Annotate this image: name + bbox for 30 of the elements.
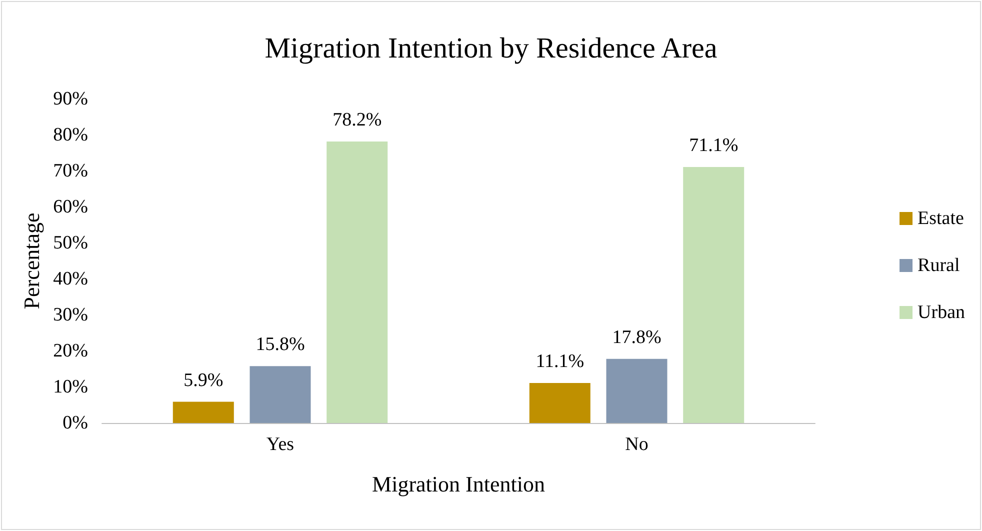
legend-label: Urban: [918, 302, 966, 323]
y-tick-label: 50%: [53, 232, 88, 254]
data-label: 17.8%: [612, 326, 662, 348]
y-axis-title: Percentage: [18, 212, 44, 310]
data-label: 15.8%: [256, 334, 305, 356]
bar: [529, 383, 590, 423]
y-tick-label: 80%: [53, 124, 88, 146]
bar: [250, 366, 311, 423]
legend-label: Estate: [918, 208, 964, 229]
legend-label: Rural: [918, 255, 960, 276]
y-tick-label: 70%: [53, 160, 88, 182]
y-tick-label: 60%: [53, 196, 88, 218]
y-tick-label: 10%: [53, 376, 88, 398]
bar: [606, 358, 668, 423]
y-tick-label: 0%: [62, 412, 88, 434]
data-label: 78.2%: [332, 109, 382, 130]
bar: [172, 402, 234, 423]
y-tick-label: 90%: [53, 88, 88, 110]
y-tick-label: 20%: [53, 340, 88, 362]
y-tick-label: 30%: [53, 304, 88, 326]
chart-title: Migration Intention by Residence Area: [264, 32, 718, 64]
data-label: 71.1%: [689, 135, 738, 156]
x-tick-label: No: [625, 434, 648, 455]
bar: [326, 141, 388, 423]
x-tick-label: Yes: [266, 434, 294, 455]
x-axis-title: Migration Intention: [372, 472, 545, 496]
bar: [683, 167, 744, 423]
data-label: 5.9%: [184, 370, 224, 391]
data-label: 11.1%: [536, 351, 584, 372]
y-tick-label: 40%: [53, 268, 88, 290]
